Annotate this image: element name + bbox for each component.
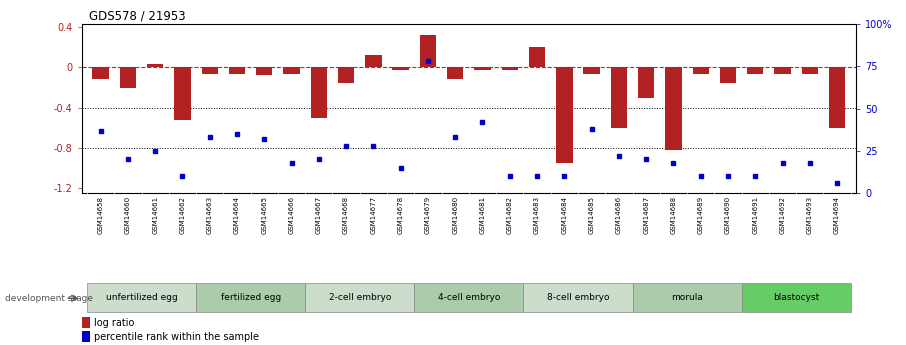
Bar [692,67,708,75]
Bar [447,67,463,79]
Bar [284,67,300,75]
Bar [338,67,354,82]
Text: GSM14693: GSM14693 [807,196,813,234]
Bar [82,317,90,328]
Text: GSM14685: GSM14685 [589,196,594,234]
Text: GSM14690: GSM14690 [725,196,731,234]
Bar [392,67,409,70]
Bar [311,67,327,118]
Bar [775,67,791,75]
Text: GSM14680: GSM14680 [452,196,458,234]
Text: GSM14688: GSM14688 [670,196,677,234]
Text: GSM14686: GSM14686 [616,196,622,234]
Text: GSM14691: GSM14691 [752,196,758,234]
Text: GSM14677: GSM14677 [371,196,376,234]
Text: morula: morula [671,293,703,302]
Text: GSM14692: GSM14692 [779,196,786,234]
Bar [475,67,491,70]
Bar [556,67,573,163]
Bar [120,67,136,88]
Text: GSM14663: GSM14663 [207,196,213,234]
Text: fertilized egg: fertilized egg [220,293,281,302]
Bar [611,67,627,128]
Bar [365,55,381,67]
Text: GSM14684: GSM14684 [562,196,567,234]
Bar [419,35,436,67]
FancyBboxPatch shape [196,283,305,312]
Text: GSM14678: GSM14678 [398,196,404,234]
Text: GSM14694: GSM14694 [834,196,840,234]
Text: 4-cell embryo: 4-cell embryo [438,293,500,302]
FancyBboxPatch shape [305,283,414,312]
Text: 8-cell embryo: 8-cell embryo [546,293,609,302]
Bar [82,331,90,342]
Bar [665,67,681,150]
Text: GSM14682: GSM14682 [506,196,513,234]
Text: GSM14681: GSM14681 [479,196,486,234]
Bar [529,47,545,67]
Bar [92,67,109,79]
Text: GSM14668: GSM14668 [343,196,349,234]
FancyBboxPatch shape [632,283,742,312]
Bar [802,67,818,75]
FancyBboxPatch shape [524,283,632,312]
Text: GSM14679: GSM14679 [425,196,431,234]
Text: GSM14687: GSM14687 [643,196,649,234]
Bar [502,67,518,70]
Bar [747,67,764,75]
FancyBboxPatch shape [87,283,196,312]
Text: GSM14660: GSM14660 [125,196,130,234]
FancyBboxPatch shape [742,283,851,312]
Bar [638,67,654,98]
Text: GSM14662: GSM14662 [179,196,186,234]
Bar [147,65,163,67]
Bar [256,67,273,76]
Text: percentile rank within the sample: percentile rank within the sample [94,332,259,342]
Text: GSM14665: GSM14665 [261,196,267,234]
Bar [174,67,190,120]
Text: log ratio: log ratio [94,318,135,328]
Text: unfertilized egg: unfertilized egg [106,293,178,302]
Text: GSM14661: GSM14661 [152,196,159,234]
Bar [829,67,845,128]
Text: GDS578 / 21953: GDS578 / 21953 [90,10,186,23]
Bar [229,67,246,75]
Bar [201,67,218,75]
Text: 2-cell embryo: 2-cell embryo [329,293,391,302]
Text: GSM14666: GSM14666 [289,196,294,234]
Text: GSM14667: GSM14667 [316,196,322,234]
Text: GSM14689: GSM14689 [698,196,704,234]
Bar [583,67,600,75]
Text: GSM14664: GSM14664 [234,196,240,234]
FancyBboxPatch shape [414,283,524,312]
Text: blastocyst: blastocyst [773,293,819,302]
Text: GSM14683: GSM14683 [534,196,540,234]
Text: development stage: development stage [5,294,92,303]
Bar [719,67,737,82]
Text: GSM14658: GSM14658 [98,196,103,234]
